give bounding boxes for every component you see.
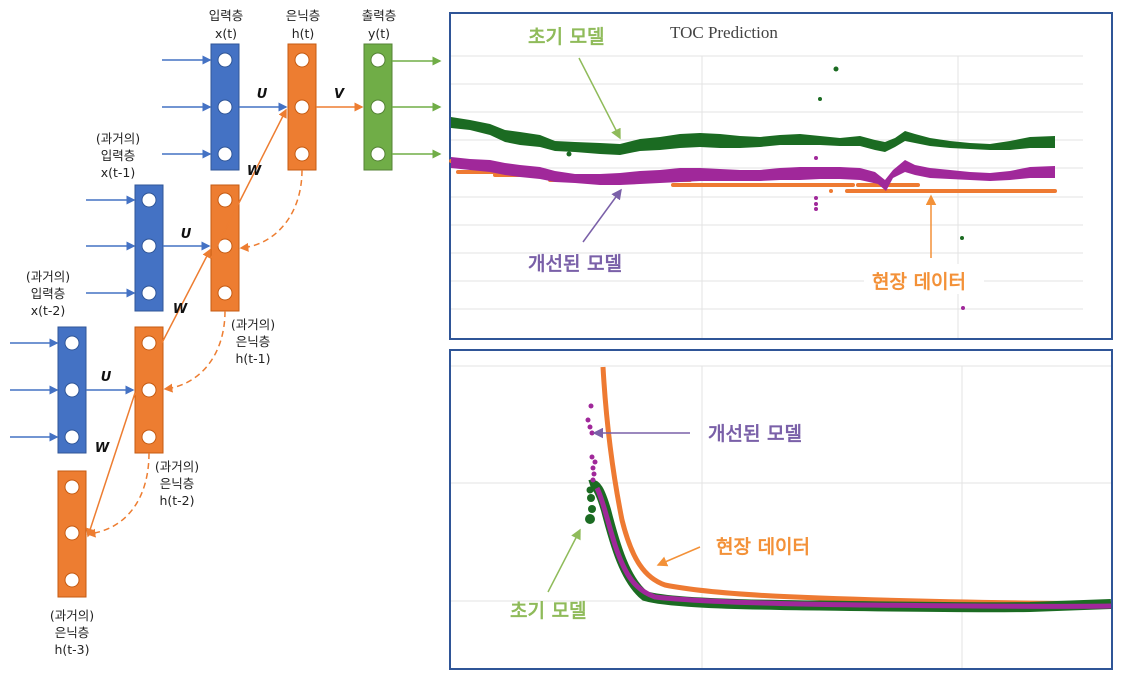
toc-zoom-chart: 개선된 모델 현장 데이터 초기 모델 [449,349,1113,670]
chart-title: TOC Prediction [670,23,778,42]
hidden-var-label: h(t) [292,26,315,41]
past-prefix-ht1: (과거의) [231,317,275,332]
input-layer-xt [210,43,240,171]
past-hidden-label-ht2: 은닉층 [160,476,195,491]
series-improved-model [451,157,1055,191]
hidden-layer-label: 은닉층 [286,8,321,23]
ht1-var-label: h(t-1) [235,351,270,366]
improved-model-peak-points [585,403,598,483]
hidden-layer-ht [287,43,317,171]
output-layer-yt [363,43,393,171]
arrow-initial-model-bottom [547,528,581,593]
weight-u-label-t1: U [181,227,192,242]
annotation-improved-model: 개선된 모델 [528,253,622,275]
input-layer-xt1 [134,184,164,312]
weight-v-label: V [334,87,345,102]
input-var-label: x(t) [215,26,237,41]
past-input-label-xt1: 입력층 [101,148,136,163]
past-prefix-xt2: (과거의) [26,269,70,284]
annotation-field-data: 현장 데이터 [872,271,966,293]
rnn-diagram: 입력층 x(t) 은닉층 h(t) 출력층 y(t) U V [10,8,442,657]
chart-grid [451,55,1083,338]
arrow-field-data-bottom [656,546,701,567]
output-var-label: y(t) [368,26,390,41]
past-prefix-ht3: (과거의) [50,608,94,623]
past-hidden-label-ht1: 은닉층 [236,334,271,349]
input-layer-label: 입력층 [209,8,244,23]
past-hidden-label-ht3: 은닉층 [55,625,90,640]
annotation-field-data-bottom: 현장 데이터 [716,536,810,558]
past-prefix-ht2: (과거의) [155,459,199,474]
output-layer-label: 출력층 [362,8,397,23]
series-field-data-bottom [600,366,1112,607]
input-layer-xt2 [57,326,87,454]
weight-u-label: U [257,87,268,102]
hidden-layer-ht1 [210,184,240,312]
weight-w-label-t: W [247,164,262,179]
arrow-initial-model [578,57,621,140]
series-improved-model-bottom [594,486,1112,609]
past-prefix-xt1: (과거의) [96,131,140,146]
past-input-label-xt2: 입력층 [31,286,66,301]
hidden-layer-ht3 [57,470,87,598]
annotation-improved-model-bottom: 개선된 모델 [708,423,802,445]
weight-w-label-t2: W [95,441,110,456]
ht2-var-label: h(t-2) [159,493,194,508]
arrow-improved-model [582,188,622,243]
xt2-var-label: x(t-2) [31,303,66,318]
weight-w-label-t1: W [173,302,188,317]
series-initial-model [451,117,1055,155]
weight-u-label-t2: U [101,370,112,385]
xt1-var-label: x(t-1) [101,165,136,180]
hidden-layer-ht2 [134,326,164,454]
annotation-initial-model-bottom: 초기 모델 [510,600,587,622]
ht3-var-label: h(t-3) [54,642,89,657]
toc-prediction-chart: TOC Prediction 초기 모델 개선된 모델 [449,12,1113,340]
annotation-initial-model: 초기 모델 [528,26,605,48]
